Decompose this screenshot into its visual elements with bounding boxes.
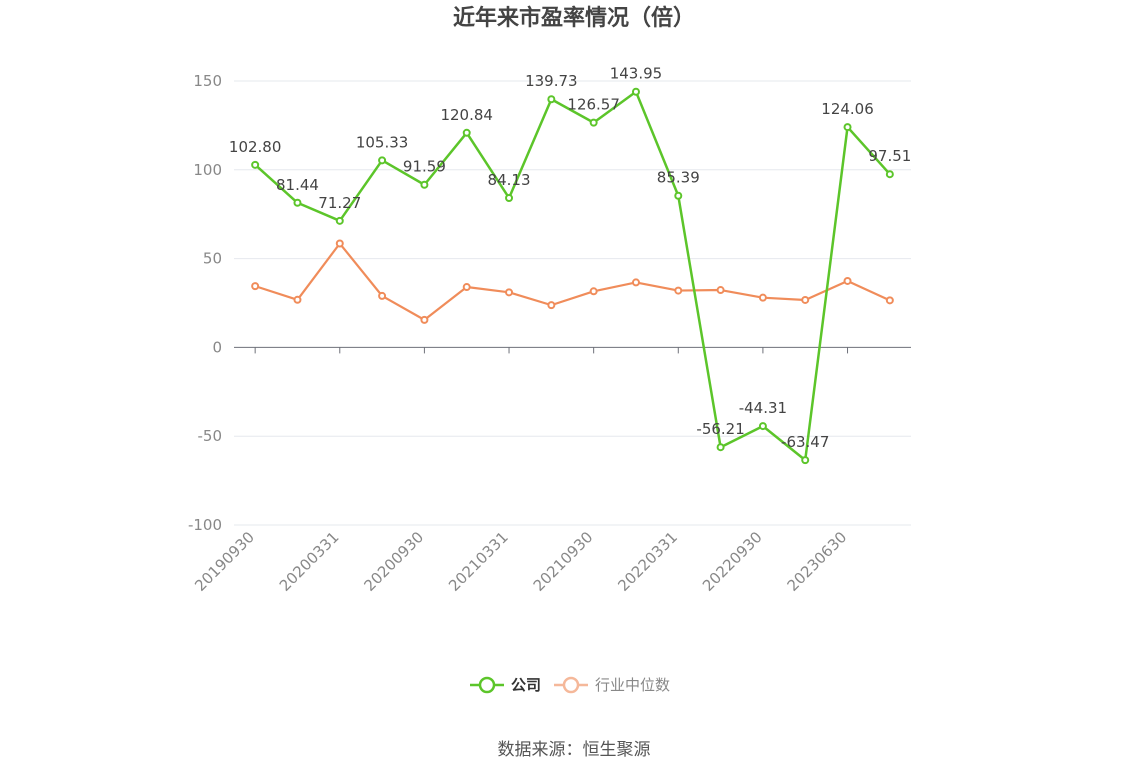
- data-point[interactable]: [801, 295, 810, 304]
- legend-item-industry-median[interactable]: 行业中位数: [554, 676, 670, 694]
- data-label: 102.80: [229, 138, 282, 156]
- data-point[interactable]: [378, 156, 387, 165]
- data-point[interactable]: [885, 170, 894, 179]
- grid: [234, 80, 911, 526]
- x-tick-label: 20210930: [530, 528, 597, 595]
- data-point[interactable]: [293, 295, 302, 304]
- series: [251, 87, 894, 465]
- x-tick-label: 20190930: [191, 528, 258, 595]
- axes: -100 -50 0 50 100 150 20190930 20200331 20200930…: [188, 72, 911, 595]
- data-point[interactable]: [631, 278, 640, 287]
- data-label: 97.51: [868, 147, 911, 165]
- data-point[interactable]: [674, 191, 683, 200]
- data-point[interactable]: [758, 293, 767, 302]
- data-label: 71.27: [318, 194, 361, 212]
- data-label: -56.21: [696, 420, 744, 438]
- x-tick-label: 20200331: [276, 528, 343, 595]
- x-tick-label: 20220331: [614, 528, 681, 595]
- data-point[interactable]: [843, 276, 852, 285]
- source-note: 数据来源：恒生聚源: [498, 740, 651, 760]
- data-point[interactable]: [716, 443, 725, 452]
- data-point[interactable]: [420, 180, 429, 189]
- data-point[interactable]: [505, 288, 514, 297]
- data-label: 81.44: [276, 176, 319, 194]
- x-tick-label: 20230630: [784, 528, 851, 595]
- y-tick-label: 100: [193, 161, 222, 179]
- data-point[interactable]: [505, 193, 514, 202]
- y-tick-label: 150: [193, 72, 222, 90]
- data-point[interactable]: [547, 95, 556, 104]
- x-tick-label: 20220930: [699, 528, 766, 595]
- y-tick-label: 50: [203, 250, 222, 268]
- data-point[interactable]: [251, 282, 260, 291]
- data-point[interactable]: [251, 160, 260, 169]
- data-label: 124.06: [821, 100, 874, 118]
- data-point[interactable]: [293, 198, 302, 207]
- data-point[interactable]: [378, 291, 387, 300]
- data-label: 120.84: [440, 106, 493, 124]
- data-point[interactable]: [335, 216, 344, 225]
- data-label: 126.57: [567, 96, 620, 114]
- data-point[interactable]: [758, 422, 767, 431]
- data-point[interactable]: [674, 286, 683, 295]
- y-tick-label: -100: [188, 516, 222, 534]
- data-label: -63.47: [781, 433, 829, 451]
- y-tick-label: 0: [212, 338, 222, 356]
- data-point[interactable]: [335, 239, 344, 248]
- data-point[interactable]: [631, 87, 640, 96]
- data-label: -44.31: [739, 399, 787, 417]
- data-point[interactable]: [420, 315, 429, 324]
- x-tick-label: 20210331: [445, 528, 512, 595]
- legend-item-company[interactable]: 公司: [470, 676, 541, 694]
- data-point[interactable]: [843, 123, 852, 132]
- legend[interactable]: 公司 行业中位数: [470, 676, 670, 694]
- chart-title: 近年来市盈率情况（倍）: [453, 5, 695, 31]
- y-tick-label: -50: [198, 427, 223, 445]
- data-point[interactable]: [462, 283, 471, 292]
- data-point[interactable]: [885, 296, 894, 305]
- data-label: 91.59: [403, 158, 446, 176]
- legend-marker: [478, 676, 496, 694]
- series-line-company: [254, 90, 891, 462]
- data-point[interactable]: [589, 118, 598, 127]
- data-point[interactable]: [589, 287, 598, 296]
- data-label: 85.39: [657, 169, 700, 187]
- series-line-industry-median: [254, 242, 891, 321]
- data-label: 139.73: [525, 72, 578, 90]
- legend-marker: [562, 676, 580, 694]
- data-point[interactable]: [547, 301, 556, 310]
- legend-label: 行业中位数: [595, 676, 670, 694]
- data-label: 105.33: [356, 133, 409, 151]
- data-label: 84.13: [488, 171, 531, 189]
- data-point[interactable]: [462, 128, 471, 137]
- legend-label: 公司: [511, 676, 541, 694]
- data-point[interactable]: [801, 456, 810, 465]
- x-tick-label: 20200930: [361, 528, 428, 595]
- data-label: 143.95: [610, 65, 663, 83]
- data-point[interactable]: [716, 286, 725, 295]
